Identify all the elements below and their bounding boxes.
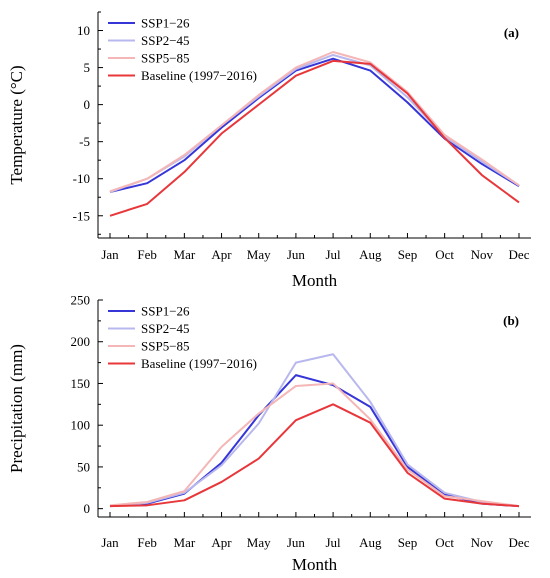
panel-label: (a) — [504, 25, 519, 40]
y-tick-label: -15 — [73, 208, 90, 223]
legend-label: Baseline (1997−2016) — [141, 356, 257, 371]
x-tick-label: May — [247, 247, 271, 262]
y-tick-label: 10 — [77, 23, 90, 38]
x-tick-label: Apr — [211, 535, 232, 550]
x-tick-label: Mar — [174, 535, 196, 550]
series-line-4 — [109, 403, 520, 508]
x-tick-label: Jan — [101, 535, 119, 550]
precipitation-chart: 0 50 100 150 200 250 Jan Feb Mar Apr May Jun Jul Aug S… — [7, 293, 531, 574]
x-tick-label: Mar — [174, 247, 196, 262]
y-tick-label: 150 — [71, 376, 91, 391]
x-tick-label: Oct — [435, 535, 454, 550]
x-tick-label: Apr — [211, 247, 232, 262]
x-tick-label: Aug — [359, 535, 382, 550]
y-tick-label: 5 — [84, 60, 91, 75]
series-line-1 — [109, 374, 520, 508]
x-tick-label: Jun — [287, 535, 306, 550]
series-line-2 — [109, 53, 520, 194]
x-tick-label: May — [247, 535, 271, 550]
x-tick-label: Jul — [326, 535, 342, 550]
y-axis-title: Precipitation (mm) — [7, 344, 26, 473]
panel-label: (b) — [503, 313, 519, 328]
x-tick-label: Aug — [359, 247, 382, 262]
legend-label: SSP1−26 — [141, 16, 190, 31]
y-tick-label: -10 — [73, 171, 90, 186]
legend-label: SSP2−45 — [141, 321, 190, 336]
y-tick-label: 250 — [71, 293, 91, 308]
x-tick-label: Feb — [137, 247, 157, 262]
x-tick-label: Feb — [137, 535, 157, 550]
legend-label: SSP1−26 — [141, 304, 190, 319]
legend-label: Baseline (1997−2016) — [141, 68, 257, 83]
x-tick-label: Jun — [287, 247, 306, 262]
x-tick-label: Sep — [398, 535, 418, 550]
x-axis-title: Month — [292, 555, 338, 574]
series-line-3 — [109, 382, 520, 508]
x-tick-label: Nov — [471, 247, 494, 262]
legend-label: SSP5−85 — [141, 339, 190, 354]
legend-label: SSP2−45 — [141, 33, 190, 48]
legend-label: SSP5−85 — [141, 51, 190, 66]
y-tick-label: 0 — [84, 501, 91, 516]
x-tick-label: Sep — [398, 247, 418, 262]
y-tick-label: 100 — [71, 418, 91, 433]
series-line-3 — [109, 51, 520, 193]
x-tick-label: Jan — [101, 247, 119, 262]
series-line-2 — [109, 353, 520, 508]
x-tick-label: Jul — [326, 247, 342, 262]
x-tick-label: Dec — [509, 247, 530, 262]
x-tick-label: Nov — [471, 535, 494, 550]
x-axis-title: Month — [292, 271, 338, 290]
y-tick-label: 50 — [77, 459, 90, 474]
x-tick-label: Oct — [435, 247, 454, 262]
series-line-4 — [109, 59, 520, 217]
x-tick-label: Dec — [509, 535, 530, 550]
y-axis-title: Temperature (°C) — [7, 65, 26, 184]
y-tick-label: 0 — [84, 97, 91, 112]
y-tick-label: 200 — [71, 334, 91, 349]
y-tick-label: -5 — [79, 134, 90, 149]
temperature-chart: -15 -10 -5 0 5 10 Jan Feb Mar Apr May Jun Jul Aug Sep O… — [7, 11, 531, 290]
